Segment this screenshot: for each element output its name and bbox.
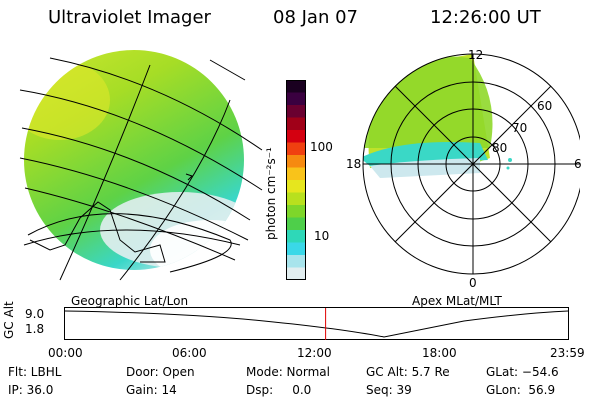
colorbar-segment	[286, 130, 306, 143]
colorbar-segment	[286, 117, 306, 131]
altitude-plot	[64, 307, 569, 340]
colorbar-segment	[286, 255, 306, 268]
seq-info: Seq: 39	[366, 383, 412, 397]
colorbar-segment	[286, 192, 306, 206]
colorbar-segment	[286, 105, 306, 118]
colorbar-label: photon cm⁻²s⁻¹	[264, 147, 278, 240]
geographic-panel-label: Geographic Lat/Lon	[71, 294, 189, 308]
colorbar-segment	[286, 242, 306, 256]
apex-panel-label: Apex MLat/MLT	[412, 294, 502, 308]
instrument-title: Ultraviolet Imager	[48, 7, 211, 28]
gc-alt-info: GC Alt: 5.7 Re	[366, 365, 450, 379]
glat-info: GLat: −54.6	[486, 365, 559, 379]
gc-alt-axis-label: GC Alt	[2, 301, 16, 339]
colorbar-segment	[286, 155, 306, 168]
colorbar-tick-100: 100	[310, 140, 333, 154]
ip-info: IP: 36.0	[8, 383, 54, 397]
colorbar-segment	[286, 180, 306, 193]
x-tick-0000: 00:00	[48, 346, 83, 360]
colorbar-segment	[286, 230, 306, 243]
colorbar-segment	[286, 267, 306, 280]
colorbar-segment	[286, 217, 306, 231]
polar-plot	[362, 53, 580, 275]
mlt-label-0: 0	[469, 276, 477, 290]
mlt-label-6: 6	[574, 157, 582, 171]
colorbar-segment	[286, 167, 306, 181]
x-tick-2359: 23:59	[550, 346, 585, 360]
colorbar-segment	[286, 205, 306, 218]
lat-label-60: 60	[537, 99, 553, 113]
filter-info: Flt: LBHL	[8, 365, 62, 379]
glon-info: GLon: 56.9	[486, 383, 556, 397]
colorbar-segment	[286, 92, 306, 106]
colorbar-segment	[286, 80, 306, 93]
lat-label-80: 80	[492, 141, 508, 155]
colorbar-segment	[286, 142, 306, 156]
time-label: 12:26:00 UT	[430, 7, 541, 28]
date-label: 08 Jan 07	[273, 7, 358, 28]
mlt-label-12: 12	[468, 48, 484, 62]
gain-info: Gain: 14	[126, 383, 177, 397]
dsp-info: Dsp: 0.0	[246, 383, 312, 397]
alt-tick-9: 9.0	[25, 307, 45, 321]
mode-info: Mode: Normal	[246, 365, 330, 379]
colorbar-tick-10: 10	[314, 229, 330, 243]
alt-tick-1-8: 1.8	[25, 322, 45, 336]
x-tick-1200: 12:00	[297, 346, 332, 360]
x-tick-0600: 06:00	[172, 346, 207, 360]
door-info: Door: Open	[126, 365, 195, 379]
mlt-label-18: 18	[346, 157, 362, 171]
geographic-image	[19, 50, 263, 281]
lat-label-70: 70	[512, 121, 528, 135]
x-tick-1800: 18:00	[422, 346, 457, 360]
colorbar	[286, 80, 306, 280]
